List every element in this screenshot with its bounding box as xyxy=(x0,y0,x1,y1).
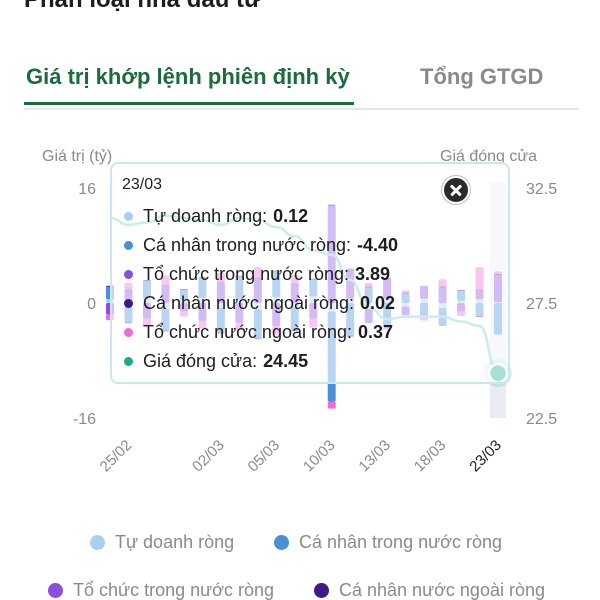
tooltip-value: -4.40 xyxy=(356,235,399,255)
x-tick-label: 25/02 xyxy=(97,437,136,476)
legend-swatch-icon xyxy=(274,535,289,550)
chart-tooltip: 23/03 Tự doanh ròng: 0.12 Cá nhân trong nư… xyxy=(110,162,510,384)
tooltip-label: Cá nhân nước ngoài ròng: xyxy=(143,293,354,313)
legend-item[interactable]: Cá nhân nước ngoài ròng xyxy=(314,580,545,600)
x-tick-label: 10/03 xyxy=(300,437,339,476)
y-left-axis-title: Giá trị (tỷ) xyxy=(42,148,113,165)
tooltip-dot-icon xyxy=(124,212,133,221)
x-tick-label: 02/03 xyxy=(189,437,228,476)
tooltip-list: Tự doanh ròng: 0.12 Cá nhân trong nước ròn… xyxy=(124,202,398,376)
x-tick-label: 05/03 xyxy=(245,437,284,476)
y-right-tick-label: 27.5 xyxy=(526,296,557,313)
tooltip-dot-icon xyxy=(124,270,133,279)
legend-swatch-icon xyxy=(48,583,63,598)
tooltip-value: 0.37 xyxy=(358,322,394,342)
legend-label: Cá nhân trong nước ròng xyxy=(299,532,502,552)
legend-swatch-icon xyxy=(90,535,105,550)
legend-label: Tự doanh ròng xyxy=(115,532,235,552)
tooltip-dot-icon xyxy=(124,299,133,308)
y-right-tick-label: 22.5 xyxy=(526,411,557,428)
legend-label: Tổ chức trong nước ròng xyxy=(73,580,274,600)
y-left-tick-label: -16 xyxy=(73,411,96,428)
tooltip-label: Tổ chức nước ngoài ròng: xyxy=(143,322,353,342)
tooltip-label: Cá nhân trong nước ròng: xyxy=(143,235,351,255)
tooltip-row: Cá nhân trong nước ròng: -4.40 xyxy=(124,231,398,260)
section-heading: Phân loại nhà đầu tư xyxy=(24,0,261,14)
tab-total-value[interactable]: Tổng GTGD xyxy=(420,64,544,89)
tooltip-row: Cá nhân nước ngoài ròng: 0.02 xyxy=(124,289,398,318)
x-tick-label: 13/03 xyxy=(355,437,394,476)
tab-matched-value[interactable]: Giá trị khớp lệnh phiên định kỳ xyxy=(24,64,354,105)
tooltip-label: Giá đóng cửa: xyxy=(143,351,258,371)
tooltip-label: Tự doanh ròng: xyxy=(143,206,268,226)
tooltip-value: 24.45 xyxy=(263,351,309,371)
tooltip-label: Tổ chức trong nước ròng: xyxy=(143,264,349,284)
tooltip-value: 0.12 xyxy=(273,206,309,226)
y-right-tick-label: 32.5 xyxy=(526,181,557,198)
tooltip-row: Tổ chức nước ngoài ròng: 0.37 xyxy=(124,318,398,347)
x-tick-label: 18/03 xyxy=(411,437,450,476)
legend-item[interactable]: Tự doanh ròng xyxy=(90,532,234,553)
tooltip-row: Tổ chức trong nước ròng: 3.89 xyxy=(124,260,398,289)
tooltip-dot-icon xyxy=(124,328,133,337)
tooltip-row: Tự doanh ròng: 0.12 xyxy=(124,202,398,231)
legend-item[interactable]: Cá nhân trong nước ròng xyxy=(274,532,502,553)
tooltip-dot-icon xyxy=(124,357,133,366)
y-left-tick-label: 16 xyxy=(78,181,96,198)
close-icon[interactable] xyxy=(442,176,470,204)
legend-swatch-icon xyxy=(314,583,329,598)
tooltip-date: 23/03 xyxy=(122,176,163,193)
bar-segment xyxy=(327,401,336,409)
tooltip-dot-icon xyxy=(124,241,133,250)
legend-item[interactable]: Tổ chức trong nước ròng xyxy=(48,580,274,600)
tab-bar: Giá trị khớp lệnh phiên định kỳ Tổng GTG… xyxy=(24,58,579,110)
x-tick-label: 23/03 xyxy=(466,437,505,476)
y-right-axis-title: Giá đóng cửa xyxy=(440,148,537,165)
tooltip-value: 3.89 xyxy=(355,264,391,284)
y-left-tick-label: 0 xyxy=(87,296,96,313)
tooltip-row: Giá đóng cửa: 24.45 xyxy=(124,347,398,376)
tooltip-value: 0.02 xyxy=(360,293,396,313)
legend-label: Cá nhân nước ngoài ròng xyxy=(339,580,545,600)
